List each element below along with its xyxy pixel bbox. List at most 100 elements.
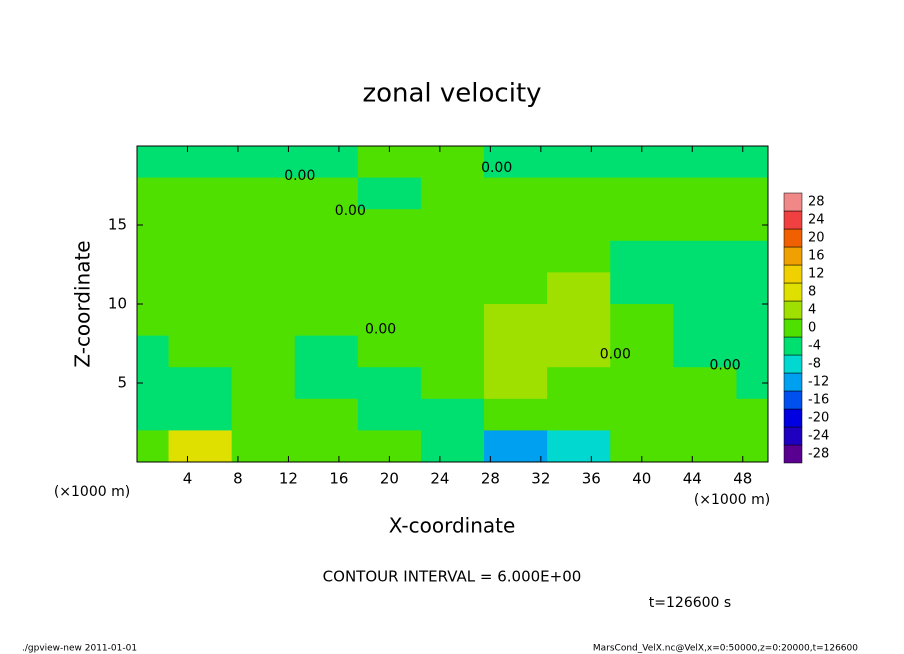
colorbar-label: -12 (808, 375, 829, 390)
field-cell (484, 304, 548, 337)
colorbar-box (783, 192, 803, 212)
field-cell (168, 398, 233, 431)
colorbar-box (783, 408, 803, 428)
field-cell (673, 367, 737, 400)
colorbar-box (783, 336, 803, 356)
colorbar-box (783, 372, 803, 392)
field-cell (610, 177, 674, 210)
field-cell (137, 177, 170, 210)
field-cell (357, 335, 422, 368)
field-cell (420, 398, 485, 431)
field-cell (231, 335, 296, 368)
field-cell (357, 209, 422, 242)
field-cell (420, 240, 485, 273)
field-cell (168, 304, 233, 337)
y-tick-label: 10 (108, 295, 127, 313)
colorbar-box (783, 354, 803, 374)
colorbar-label: 16 (808, 249, 825, 264)
colorbar-label: 20 (808, 231, 825, 246)
field-cell (137, 430, 170, 463)
x-axis-label: X-coordinate (389, 514, 516, 538)
field-cell (168, 240, 233, 273)
field-cell (484, 177, 548, 210)
field-cell (294, 146, 359, 179)
field-cell (484, 335, 548, 368)
field-cell (294, 272, 359, 305)
field-cell (673, 335, 737, 368)
field-cell (294, 335, 359, 368)
x-tick-label: 44 (683, 470, 702, 488)
colorbar-box (783, 318, 803, 338)
x-tick-label: 36 (582, 470, 601, 488)
field-cell (673, 272, 737, 305)
field-cell (547, 240, 611, 273)
field-cell (137, 398, 170, 431)
field-cell (736, 430, 769, 463)
colorbar-label: 4 (808, 303, 816, 318)
contour-label: 0.00 (284, 168, 315, 184)
field-cell (547, 272, 611, 305)
colorbar-box (783, 426, 803, 446)
colorbar-label: 12 (808, 267, 825, 282)
field-cell (610, 398, 674, 431)
colorbar-box (783, 390, 803, 410)
field-cell (420, 177, 485, 210)
field-cell (231, 398, 296, 431)
field-cell (137, 146, 170, 179)
field-cell (610, 367, 674, 400)
x-tick-label: 12 (279, 470, 298, 488)
y-tick-label: 15 (108, 216, 127, 234)
contour-label: 0.00 (600, 347, 631, 363)
field-cell (231, 146, 296, 179)
field-cell (294, 367, 359, 400)
x-tick-label: 4 (183, 470, 193, 488)
field-cell (736, 335, 769, 368)
field-cell (137, 304, 170, 337)
field-cell (137, 272, 170, 305)
colorbar-label: 24 (808, 213, 825, 228)
field-cell (294, 209, 359, 242)
colorbar-label: -24 (808, 429, 829, 444)
colorbar-label: -4 (808, 339, 821, 354)
colorbar-label: 8 (808, 285, 816, 300)
colorbar-box (783, 246, 803, 266)
colorbar-box (783, 444, 803, 464)
field-cell (547, 146, 611, 179)
contour-label: 0.00 (710, 358, 741, 374)
field-cell (294, 240, 359, 273)
time-label: t=126600 s (649, 595, 731, 611)
field-cell (137, 335, 170, 368)
field-cell (736, 304, 769, 337)
colorbar-label: 0 (808, 321, 816, 336)
field-cell (357, 304, 422, 337)
x-tick-label: 28 (481, 470, 500, 488)
x-tick-label: 32 (531, 470, 550, 488)
x-tick-label: 16 (329, 470, 348, 488)
field-cell (547, 398, 611, 431)
colorbar-box (783, 210, 803, 230)
x-tick-label: 40 (632, 470, 651, 488)
field-cell (168, 146, 233, 179)
x-unit: (×1000 m) (694, 492, 770, 508)
y-axis-label: Z-coordinate (71, 240, 95, 367)
field-cell (484, 240, 548, 273)
field-cell (547, 304, 611, 337)
field-cell (137, 240, 170, 273)
field-cell (736, 177, 769, 210)
field-cell (231, 209, 296, 242)
field-cell (357, 272, 422, 305)
field-cell (484, 430, 548, 463)
y-unit: (×1000 m) (54, 484, 130, 500)
contour-label: 0.00 (481, 160, 512, 176)
contour-note: CONTOUR INTERVAL = 6.000E+00 (323, 568, 582, 586)
colorbar-box (783, 282, 803, 302)
field-cell (736, 272, 769, 305)
field-cell (673, 177, 737, 210)
colorbar-label: -20 (808, 411, 829, 426)
x-tick-label: 8 (233, 470, 243, 488)
field-cell (610, 240, 674, 273)
field-cell (484, 209, 548, 242)
field-cell (231, 240, 296, 273)
field-cell (610, 304, 674, 337)
